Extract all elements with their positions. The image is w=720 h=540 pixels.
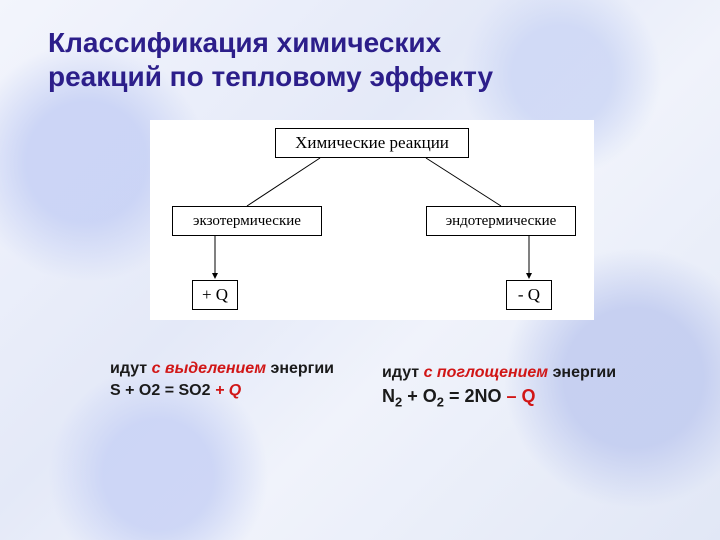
caption-endothermic: идут с поглощением энергии N2 + O2 = 2NO… — [382, 362, 682, 408]
slide: Классификация химических реакций по тепл… — [0, 0, 720, 540]
node-plus-q: + Q — [192, 280, 238, 310]
node-root: Химические реакции — [275, 128, 469, 158]
eq-eq: = 2NO — [444, 386, 507, 406]
eq-o-sub: 2 — [437, 394, 444, 409]
caption-right-emphasis: с поглощением — [424, 364, 549, 381]
caption-left-suffix: энергии — [266, 360, 334, 377]
title-line-1: Классификация химических — [48, 27, 441, 58]
eq-n: N — [382, 386, 395, 406]
eq-q: – Q — [507, 386, 536, 406]
caption-exothermic: идут с выделением энергии S + O2 = SO2 +… — [110, 358, 370, 401]
node-exothermic: экзотермические — [172, 206, 322, 236]
caption-left-emphasis: с выделением — [152, 360, 266, 377]
node-endothermic: эндотермические — [426, 206, 576, 236]
reaction-tree-diagram: Химические реакции экзотермические эндот… — [150, 120, 594, 320]
equation-right: N2 + O2 = 2NO – Q — [382, 386, 536, 406]
title-line-2: реакций по тепловому эффекту — [48, 61, 493, 92]
eq-plus: + — [402, 386, 423, 406]
connector-root-left — [247, 158, 320, 206]
caption-right-suffix: энергии — [548, 364, 616, 381]
page-title: Классификация химических реакций по тепл… — [48, 26, 608, 94]
equation-left-q: + Q — [211, 382, 242, 399]
connector-root-right — [426, 158, 501, 206]
node-minus-q: - Q — [506, 280, 552, 310]
eq-o: O — [423, 386, 437, 406]
caption-left-prefix: идут — [110, 360, 152, 377]
caption-right-prefix: идут — [382, 364, 424, 381]
equation-left-body: S + O2 = SO2 — [110, 382, 211, 399]
